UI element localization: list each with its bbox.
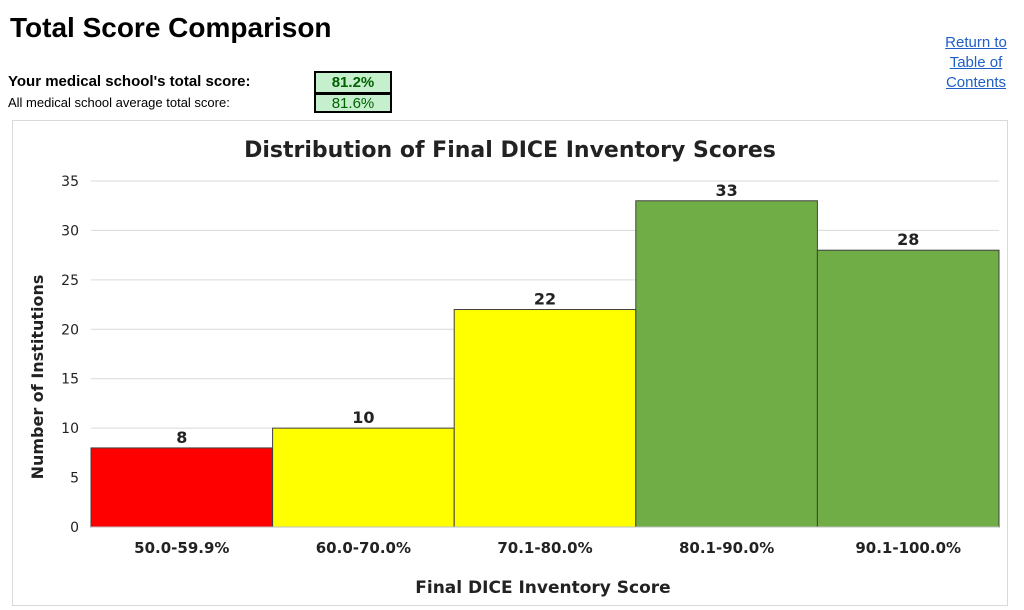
x-tick-label: 50.0-59.9% <box>134 539 229 557</box>
data-label: 33 <box>715 181 737 200</box>
page-title: Total Score Comparison <box>10 12 332 43</box>
bar <box>90 447 274 528</box>
y-tick-label: 5 <box>70 471 79 487</box>
x-tick-label: 80.1-90.0% <box>679 539 774 557</box>
toc-link-line-2[interactable]: Table of <box>949 54 1003 71</box>
average-score-label: All medical school average total score: <box>8 95 230 110</box>
axes: 0 5 10 15 20 25 30 35 50.0-59.9% 60.0-70.0% 70.1-8… <box>61 174 999 557</box>
average-score-value: 81.6% <box>314 93 392 113</box>
return-to-toc-link[interactable]: Return to Table of Contents <box>932 33 1020 93</box>
toc-link-line-1[interactable]: Return to <box>945 34 1007 51</box>
y-tick-label: 35 <box>61 174 79 190</box>
data-label: 22 <box>534 290 556 309</box>
bar <box>816 249 1000 528</box>
y-axis-label: Number of Institutions <box>28 275 47 480</box>
toc-link-line-3[interactable]: Contents <box>945 74 1007 91</box>
data-label: 10 <box>352 408 374 427</box>
data-label: 28 <box>897 230 919 249</box>
y-tick-label: 20 <box>61 322 79 338</box>
chart-title: Distribution of Final DICE Inventory Sco… <box>244 138 776 163</box>
bar <box>453 309 637 528</box>
x-tick-label: 70.1-80.0% <box>497 539 592 557</box>
y-tick-label: 30 <box>61 223 79 239</box>
your-score-label: Your medical school's total score: <box>8 73 251 90</box>
x-tick-label: 60.0-70.0% <box>316 539 411 557</box>
histogram-chart: Distribution of Final DICE Inventory Sco… <box>28 138 1000 598</box>
x-axis-label: Final DICE Inventory Score <box>415 578 670 598</box>
y-tick-label: 10 <box>61 421 79 437</box>
x-tick-label: 90.1-100.0% <box>855 539 961 557</box>
chart-area: Distribution of Final DICE Inventory Sco… <box>12 120 1008 606</box>
data-label: 8 <box>176 428 187 447</box>
bar <box>272 427 455 528</box>
bars: 8 10 22 33 28 <box>90 181 1000 528</box>
y-tick-label: 15 <box>61 372 79 388</box>
y-tick-label: 25 <box>61 273 79 289</box>
your-score-value: 81.2% <box>314 71 392 94</box>
bar <box>635 200 818 528</box>
y-tick-label: 0 <box>70 520 79 536</box>
